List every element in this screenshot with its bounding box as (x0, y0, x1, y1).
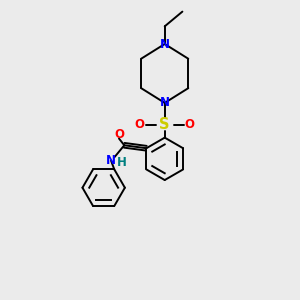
Text: O: O (114, 128, 124, 141)
Text: O: O (185, 118, 195, 131)
Text: S: S (160, 118, 170, 133)
Text: H: H (117, 157, 127, 169)
Text: N: N (160, 38, 170, 50)
Text: N: N (106, 154, 116, 167)
Text: N: N (160, 96, 170, 110)
Text: O: O (135, 118, 145, 131)
